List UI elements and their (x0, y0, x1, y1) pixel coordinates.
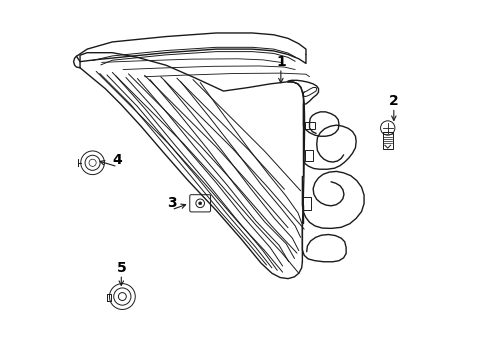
Circle shape (199, 202, 201, 205)
Circle shape (381, 121, 395, 135)
Circle shape (119, 293, 126, 301)
Circle shape (196, 199, 204, 208)
Circle shape (81, 151, 104, 175)
Circle shape (114, 288, 131, 305)
Circle shape (109, 284, 135, 310)
Text: 5: 5 (117, 261, 126, 275)
Text: 1: 1 (276, 55, 286, 69)
Circle shape (85, 155, 100, 170)
Text: 3: 3 (167, 196, 176, 210)
Circle shape (89, 159, 96, 166)
FancyBboxPatch shape (190, 195, 211, 212)
Text: 2: 2 (389, 94, 399, 108)
Text: 4: 4 (113, 153, 122, 167)
